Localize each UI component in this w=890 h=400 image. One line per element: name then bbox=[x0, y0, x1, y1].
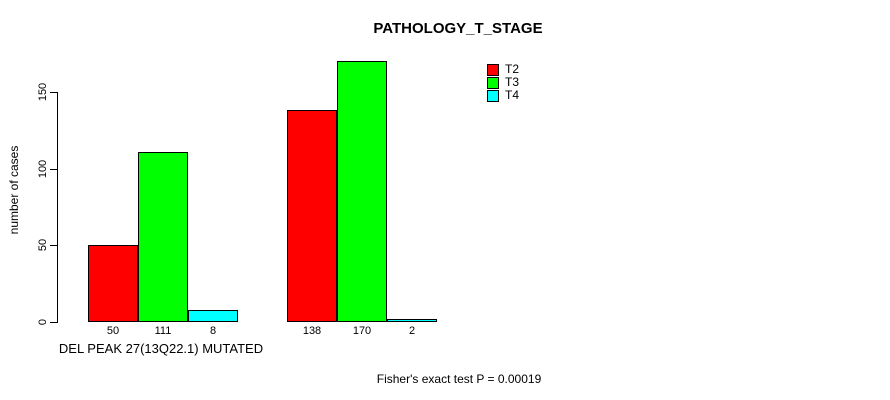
legend-item-t2: T2 bbox=[487, 63, 519, 76]
bar-value-label: 111 bbox=[154, 325, 172, 337]
bar-value-label: 50 bbox=[106, 325, 120, 337]
legend-swatch-t2 bbox=[487, 63, 499, 76]
y-axis-tick-label: 100 bbox=[37, 159, 49, 178]
legend-item-label: T4 bbox=[505, 88, 520, 102]
legend-item-t3: T3 bbox=[487, 76, 519, 89]
legend-item-t4: T4 bbox=[487, 89, 519, 102]
y-axis-tick-label: 50 bbox=[37, 239, 49, 252]
y-axis-tick-label: 0 bbox=[37, 318, 49, 326]
legend-swatch-t3 bbox=[487, 76, 499, 89]
chart-title: PATHOLOGY_T_STAGE bbox=[373, 20, 543, 37]
legend: T2 T3 T4 bbox=[487, 63, 519, 102]
x-axis-group-label: DEL PEAK 27(13Q22.1) MUTATED bbox=[58, 341, 264, 356]
legend-item-label: T2 bbox=[505, 62, 520, 76]
bar-value-label: 138 bbox=[302, 325, 322, 337]
bar-t4-group2 bbox=[387, 318, 437, 322]
y-axis-tick bbox=[50, 92, 57, 93]
y-axis-tick-label: 150 bbox=[37, 82, 49, 102]
bar-t3-group1 bbox=[138, 151, 188, 322]
y-axis-tick bbox=[50, 322, 57, 323]
legend-swatch-t4 bbox=[487, 89, 499, 102]
y-axis-line bbox=[57, 92, 58, 323]
y-axis-tick bbox=[50, 168, 57, 170]
y-axis-tick bbox=[50, 245, 57, 247]
bar-t2-group1 bbox=[88, 245, 138, 322]
fisher-test-annotation: Fisher's exact test P = 0.00019 bbox=[376, 372, 542, 386]
legend-item-label: T3 bbox=[505, 75, 520, 89]
bar-value-label: 170 bbox=[352, 325, 372, 337]
bar-value-label: 8 bbox=[209, 325, 217, 337]
bar-value-label: 2 bbox=[408, 325, 416, 337]
bar-t2-group2 bbox=[287, 110, 337, 322]
bar-t3-group2 bbox=[337, 61, 387, 322]
bar-t4-group1 bbox=[188, 309, 238, 322]
